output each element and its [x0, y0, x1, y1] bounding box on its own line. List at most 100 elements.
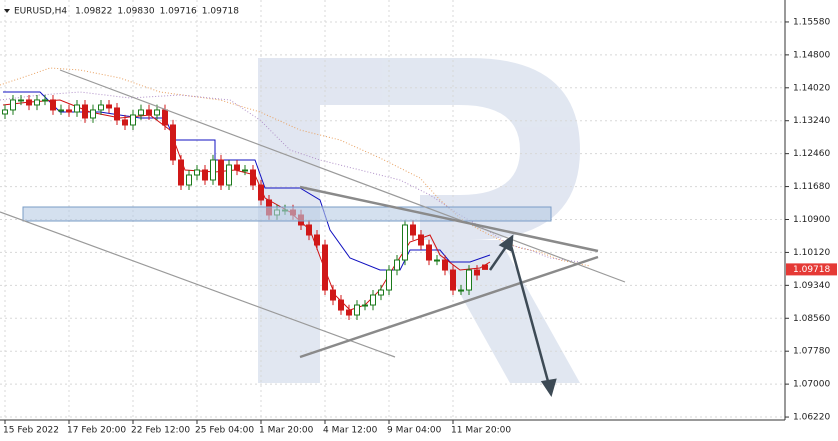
candle-body: [106, 104, 112, 109]
candle-body: [314, 234, 320, 246]
cloud-edge: [0, 91, 581, 263]
candle-body: [2, 109, 8, 115]
candle-body: [122, 119, 128, 126]
trend-lines: [0, 69, 626, 358]
x-tick-label: 1 Mar 20:00: [259, 426, 314, 436]
arrow-head: [540, 378, 557, 397]
candle-body: [370, 294, 376, 306]
resistance-zone: [22, 206, 552, 222]
x-tick-label: 22 Feb 12:00: [131, 426, 190, 436]
forecast-arrows: [488, 234, 557, 397]
header-value: 1.09718: [202, 7, 239, 17]
candle-body: [34, 99, 40, 106]
candle-body: [186, 174, 192, 186]
y-tick-label: 1.09340: [793, 281, 830, 291]
candle-body: [346, 309, 352, 316]
x-tick-label: 4 Mar 12:00: [323, 426, 378, 436]
candle-body: [418, 234, 424, 246]
candle-body: [58, 109, 64, 112]
y-tick-label: 1.15580: [793, 17, 830, 27]
candle-body: [146, 109, 152, 116]
y-tick-label: 1.06220: [793, 413, 830, 423]
candle-body: [10, 99, 16, 111]
last-price-box: [786, 263, 837, 276]
candle-body: [218, 159, 224, 186]
kijun-line: [3, 91, 491, 271]
tenkan-line: [2, 99, 491, 311]
candle-body: [354, 304, 360, 316]
candle-body: [322, 244, 328, 291]
candle-body: [410, 224, 416, 236]
candle-body: [242, 169, 248, 172]
candle-body: [154, 109, 160, 116]
x-tick-label: 25 Feb 04:00: [195, 426, 254, 436]
candle-body: [458, 289, 464, 292]
candle-body: [50, 99, 56, 111]
candle-body: [90, 109, 96, 119]
candle-body: [130, 114, 136, 126]
candle-body: [466, 269, 472, 291]
candles: [2, 94, 488, 320]
channel-line: [59, 69, 626, 283]
candle-body: [258, 184, 264, 201]
y-tick-label: 1.08560: [793, 314, 830, 324]
y-tick-label: 1.07000: [793, 380, 830, 390]
candle-body: [74, 104, 80, 113]
x-tick-label: 11 Mar 20:00: [451, 426, 511, 436]
header-value: 1.09822: [75, 7, 112, 17]
candle-body: [202, 169, 208, 181]
candle-body: [82, 104, 88, 119]
candle-body: [138, 109, 144, 116]
arrow-line: [508, 241, 551, 386]
candle-body: [402, 224, 408, 261]
last-price-label: 1.09718: [793, 265, 830, 275]
y-tick-label: 1.14800: [793, 50, 830, 60]
candle-body: [18, 99, 24, 102]
candle-body: [450, 269, 456, 291]
indicator-cloud: [0, 67, 591, 267]
candle-body: [42, 99, 48, 102]
triangle-line: [299, 185, 599, 253]
y-tick-label: 1.14020: [793, 83, 830, 93]
channel-line: [0, 211, 396, 358]
candle-body: [306, 224, 312, 236]
x-tick-label: 17 Feb 20:00: [67, 426, 126, 436]
axes: 1.15580 1.14800 1.14020 1.13240 1.12460 1.116…: [3, 17, 837, 436]
candle-body: [250, 169, 256, 186]
y-tick-label: 1.12460: [793, 149, 830, 159]
y-tick-label: 1.07780: [793, 347, 830, 357]
y-tick-label: 1.13240: [793, 116, 830, 126]
candle-body: [194, 169, 200, 176]
candle-body: [66, 109, 72, 113]
y-tick-label: 1.11680: [793, 182, 830, 192]
candle-body: [114, 107, 120, 121]
menu-marker: [4, 9, 10, 13]
candle-body: [362, 304, 368, 307]
header-value: 1.09716: [160, 7, 197, 17]
x-tick-label: 15 Feb 2022: [3, 426, 59, 436]
candle-body: [474, 269, 480, 276]
candle-body: [170, 124, 176, 161]
candle-body: [210, 159, 216, 181]
candle-body: [434, 259, 440, 262]
candle-body: [26, 99, 32, 106]
header-value: 1.09830: [117, 7, 154, 17]
y-tick-label: 1.10120: [793, 248, 830, 258]
triangle-line: [299, 255, 599, 359]
candle-body: [338, 299, 344, 311]
x-tick-label: 9 Mar 04:00: [387, 426, 442, 436]
y-tick-label: 1.10900: [793, 215, 830, 225]
candle-body: [234, 164, 240, 171]
candle-body: [226, 164, 232, 186]
cloud-edge: [0, 67, 591, 267]
candle-body: [162, 109, 168, 126]
candle-body: [178, 159, 184, 186]
chart-title: EURUSD,H4: [14, 7, 67, 17]
candle-body: [330, 289, 336, 301]
candle-body: [426, 244, 432, 261]
triangle: [299, 185, 599, 359]
candle-body: [394, 259, 400, 271]
candle-body: [442, 259, 448, 271]
